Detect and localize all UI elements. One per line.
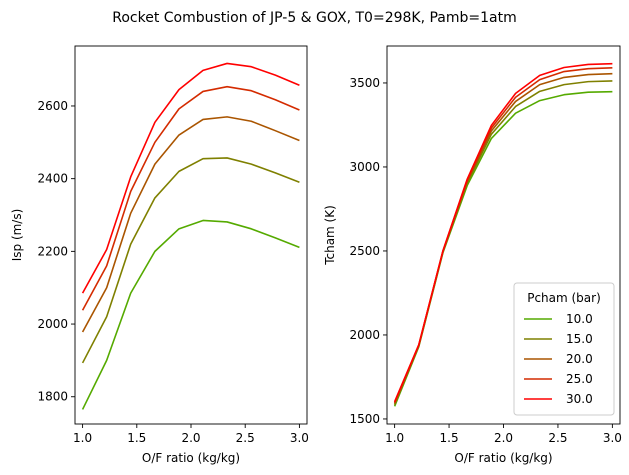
y-tick-label: 3000 bbox=[349, 160, 380, 174]
legend-label-15-0: 15.0 bbox=[566, 332, 593, 346]
isp-subplot: 1.0 1.5 2.0 2.5 3.0 1800 2000 2200 2400 2600 O/F r… bbox=[10, 45, 309, 465]
x-tick-label: 3.0 bbox=[290, 431, 309, 445]
legend-box bbox=[513, 282, 615, 416]
figure-title: Rocket Combustion of JP-5 & GOX, T0=298K… bbox=[112, 10, 517, 26]
legend-label-20-0: 20.0 bbox=[566, 352, 593, 366]
y-axis-label: Isp (m/s) bbox=[10, 209, 24, 262]
series-line-20-0 bbox=[81, 116, 300, 333]
x-tick-label: 1.0 bbox=[385, 431, 404, 445]
x-tick-label: 2.0 bbox=[181, 431, 200, 445]
y-tick-label: 1500 bbox=[349, 412, 380, 426]
series-line-15-0 bbox=[81, 157, 300, 364]
y-axis-label: Tcham (K) bbox=[323, 205, 337, 266]
series-line-25-0 bbox=[81, 85, 300, 311]
y-tick-label: 2500 bbox=[349, 244, 380, 258]
y-tick-label: 2000 bbox=[349, 328, 380, 342]
y-tick-label: 2000 bbox=[37, 317, 68, 331]
x-tick-label: 2.5 bbox=[236, 431, 255, 445]
series-line-30-0 bbox=[81, 62, 300, 294]
x-tick-label: 3.0 bbox=[603, 431, 622, 445]
y-tick-label: 1800 bbox=[37, 390, 68, 404]
x-tick-label: 2.0 bbox=[494, 431, 513, 445]
legend-title: Pcham (bar) bbox=[527, 291, 601, 305]
y-tick-label: 2200 bbox=[37, 244, 68, 258]
x-tick-label: 1.5 bbox=[127, 431, 146, 445]
y-tick-label: 3500 bbox=[349, 76, 380, 90]
x-tick-label: 1.5 bbox=[440, 431, 459, 445]
x-tick-label: 2.5 bbox=[548, 431, 567, 445]
legend: Pcham (bar) 10.0 15.0 20.0 25.0 30.0 bbox=[513, 282, 615, 416]
tcham-subplot: 1.0 1.5 2.0 2.5 3.0 1500 2000 2500 3000 3500 O/F r… bbox=[323, 45, 622, 465]
axes-frame bbox=[74, 45, 308, 425]
series-line-30-0 bbox=[393, 62, 613, 402]
y-tick-label: 2400 bbox=[37, 172, 68, 186]
x-axis-label: O/F ratio (kg/kg) bbox=[454, 451, 552, 465]
x-tick-label: 1.0 bbox=[73, 431, 92, 445]
legend-label-30-0: 30.0 bbox=[566, 392, 593, 406]
legend-label-25-0: 25.0 bbox=[566, 372, 593, 386]
series-line-10-0 bbox=[81, 219, 300, 410]
legend-label-10-0: 10.0 bbox=[566, 312, 593, 326]
x-axis-label: O/F ratio (kg/kg) bbox=[142, 451, 240, 465]
y-tick-label: 2600 bbox=[37, 99, 68, 113]
